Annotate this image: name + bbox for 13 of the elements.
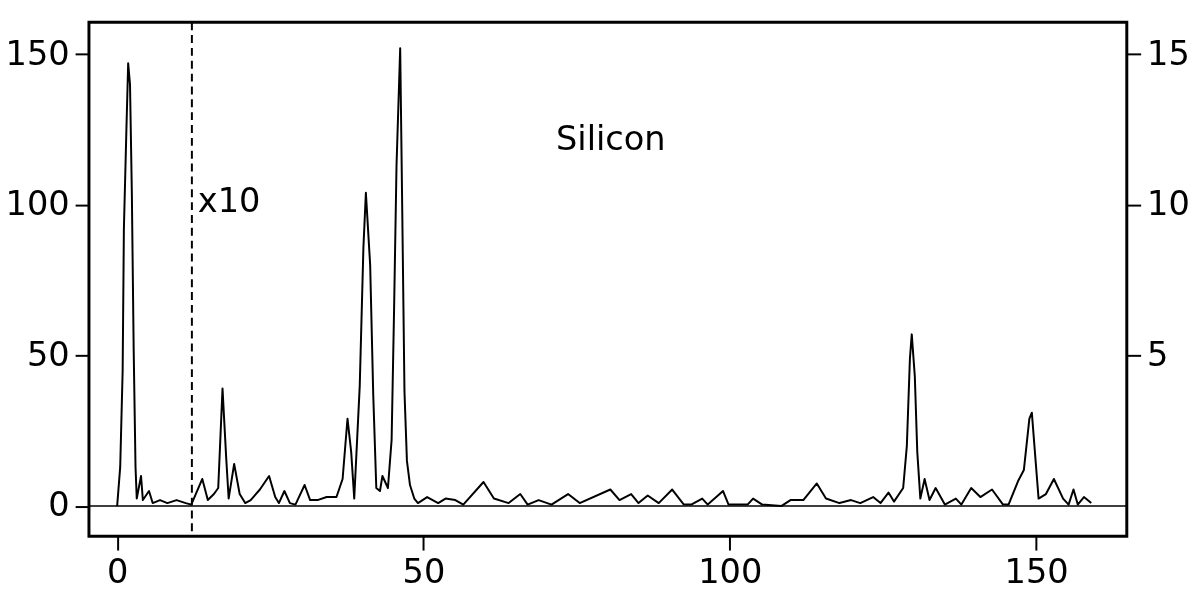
y-tick-label: 150 — [5, 33, 70, 73]
annotation: Silicon — [555, 119, 666, 159]
ref-line-label: x10 — [197, 181, 261, 221]
x-tick-label: 100 — [698, 552, 763, 592]
x-tick-label: 0 — [106, 552, 129, 592]
x-tick-label: 150 — [1004, 552, 1069, 592]
y-tick-label: 0 — [48, 485, 70, 525]
y-tick-label: 100 — [5, 184, 70, 224]
y2-tick-label: 15 — [1147, 33, 1190, 73]
y2-tick-label: 5 — [1147, 334, 1169, 374]
y-tick-label: 50 — [26, 334, 70, 374]
y2-tick-label: 10 — [1147, 184, 1190, 224]
x-tick-label: 50 — [402, 552, 446, 592]
